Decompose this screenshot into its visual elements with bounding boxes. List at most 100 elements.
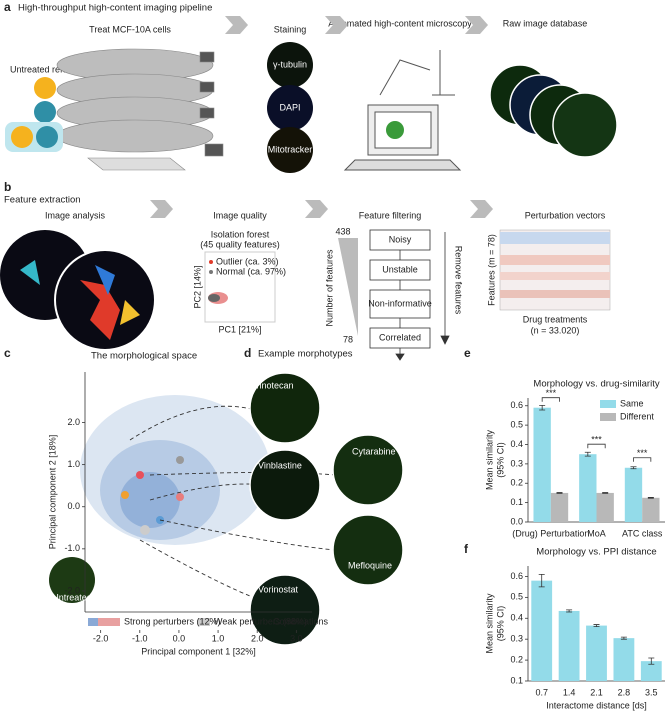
axis-label: Drug treatments — [523, 314, 588, 324]
y-tick-label: 0.5 — [510, 592, 523, 602]
y-tick-label: 0.6 — [510, 571, 523, 581]
bar — [624, 467, 643, 522]
x-tick-label: 0.7 — [535, 687, 548, 697]
bar — [640, 661, 662, 681]
x-tick-label: MoA — [587, 528, 606, 538]
drug-label: Cytarabine — [352, 446, 396, 456]
legend-label: Normal (ca. 97%) — [216, 266, 286, 276]
step-title: Image quality — [213, 210, 267, 220]
significance-bracket — [541, 397, 560, 402]
y-tick-label: 0.2 — [510, 478, 523, 488]
legend-label: Strong perturbers (12%) — [124, 616, 221, 626]
count-label: 438 — [335, 226, 350, 236]
panel-title: High-throughput high-content imaging pip… — [18, 3, 212, 14]
legend-label: Same — [620, 398, 644, 408]
panel-label: e — [464, 346, 471, 360]
legend-label: Combinations — [273, 616, 329, 626]
step-title: Automated high-content microscopy — [328, 18, 472, 28]
y-tick-label: 0.3 — [510, 458, 523, 468]
axis-label: PC1 [21%] — [218, 324, 261, 334]
x-tick-label: 2.0 — [251, 633, 264, 643]
y-tick-label: 0.1 — [510, 497, 523, 507]
y-tick-label: -1.0 — [64, 543, 80, 553]
y-tick-label: 1.0 — [67, 459, 80, 469]
panel-label: d — [244, 346, 251, 360]
error-bar — [566, 609, 573, 613]
plates — [56, 48, 224, 171]
step-title: Staining — [274, 24, 307, 34]
filter-label: Unstable — [382, 264, 418, 274]
x-tick-label: 3.5 — [645, 687, 658, 697]
panel-label: f — [464, 542, 469, 556]
bar — [596, 492, 614, 522]
error-bar — [620, 636, 627, 640]
x-tick-label: 2.1 — [590, 687, 603, 697]
x-tick-label: -2.0 — [93, 633, 109, 643]
bar — [613, 638, 635, 681]
y-tick-label: 0.4 — [510, 439, 523, 449]
raw-images — [489, 64, 618, 158]
drug-label: Vorinostat — [258, 584, 299, 594]
y-tick-label: 0.5 — [510, 420, 523, 430]
error-bar — [602, 492, 609, 494]
legend-label: Weak perturbers (88%) — [214, 616, 307, 626]
x-tick-label: ATC class — [622, 528, 663, 538]
y-tick-label: 0.2 — [510, 654, 523, 664]
method-label: Isolation forest — [211, 229, 270, 239]
side-label: Remove features — [454, 246, 464, 315]
panel-title: Feature extraction — [4, 195, 81, 206]
error-bar — [584, 451, 591, 457]
y-tick-label: 2.0 — [67, 417, 80, 427]
y-tick-label: 0.0 — [510, 516, 523, 526]
step-title: Treat MCF-10A cells — [89, 24, 171, 34]
significance: *** — [637, 448, 648, 458]
step-title: Perturbation vectors — [525, 210, 606, 220]
axis-label: Features (m = 78) — [486, 234, 496, 306]
significance-bracket — [633, 457, 652, 462]
x-tick-label: 1.4 — [563, 687, 576, 697]
chart-title: Morphology vs. drug-similarity — [533, 379, 659, 390]
x-axis-label: Principal component 1 [32%] — [141, 646, 256, 656]
error-bar — [539, 404, 546, 411]
panel-title: Example morphotypes — [258, 349, 353, 360]
heatmap — [499, 229, 611, 311]
error-bar — [556, 492, 563, 494]
y-axis-label: (95% CI) — [495, 606, 505, 642]
error-bar — [538, 573, 545, 588]
significance: *** — [546, 388, 557, 398]
error-bar — [647, 496, 654, 499]
axis-label: (n = 33.020) — [531, 325, 580, 335]
significance-bracket — [587, 443, 606, 449]
stain-label: Mitotracker — [268, 144, 313, 154]
legend-swatch — [600, 400, 616, 408]
microscope — [343, 50, 462, 171]
bar — [531, 580, 553, 681]
error-bar — [630, 466, 637, 470]
stain-label: DAPI — [279, 102, 300, 112]
axis-label: PC2 [14%] — [192, 265, 202, 308]
drug-icons — [5, 77, 63, 152]
method-note: (45 quality features) — [200, 239, 280, 249]
funnel — [338, 238, 358, 336]
chart-title: The morphological space — [91, 351, 197, 362]
untreated-image — [49, 557, 95, 603]
stain-label: γ-tubulin — [273, 59, 307, 69]
x-tick-label: 1.0 — [212, 633, 225, 643]
legend-label: Different — [620, 411, 654, 421]
bar — [642, 497, 660, 522]
panel-label: c — [4, 346, 11, 360]
significance: *** — [591, 435, 602, 445]
y-axis-label: Principal component 2 [18%] — [47, 435, 57, 550]
bar — [586, 625, 607, 681]
drug-label: Irinotecan — [254, 380, 294, 390]
filter-label: Noisy — [389, 234, 412, 244]
x-tick-label: -1.0 — [132, 633, 148, 643]
filter-label: Non-informative — [368, 298, 432, 308]
x-tick-label: 3.0 — [290, 633, 303, 643]
bar — [550, 492, 569, 522]
annotation: Untreated — [52, 592, 92, 602]
axis-label: Number of features — [324, 249, 334, 327]
x-axis-label: Interactome distance [ds] — [546, 700, 647, 710]
drug-label: Mefloquine — [348, 560, 392, 570]
